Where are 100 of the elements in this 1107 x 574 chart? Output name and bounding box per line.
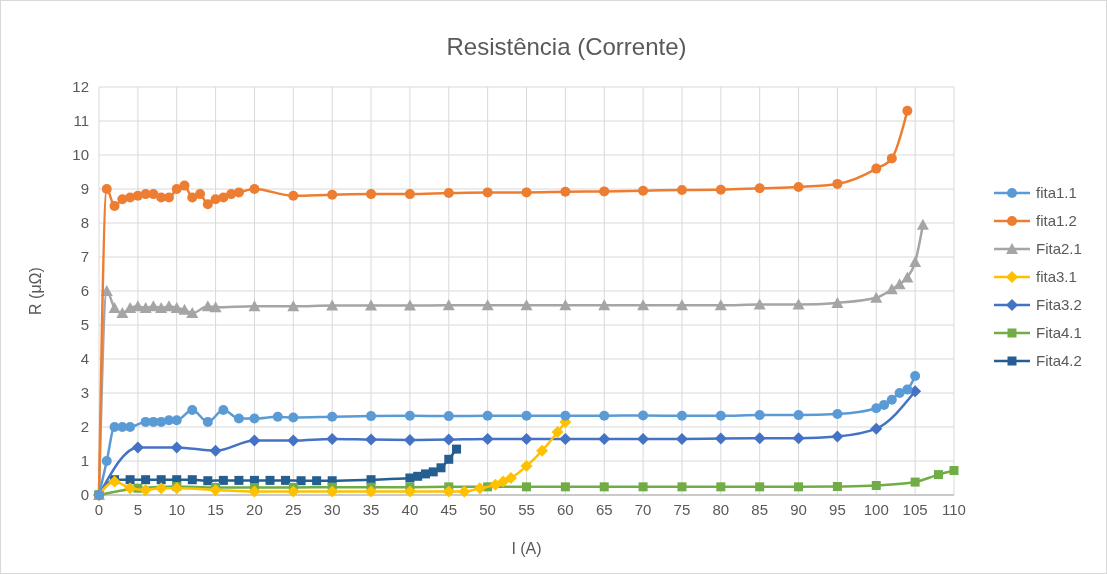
- point: [366, 189, 377, 200]
- legend-label: fita1.2: [1036, 212, 1077, 229]
- point: [497, 475, 510, 488]
- point: [560, 186, 571, 197]
- point: [902, 105, 913, 116]
- point: [139, 483, 152, 496]
- point: [910, 477, 920, 487]
- point: [489, 478, 502, 491]
- point: [148, 189, 159, 200]
- y-tick-label: 3: [80, 384, 89, 401]
- point: [949, 466, 959, 476]
- point: [428, 467, 438, 477]
- point: [265, 475, 275, 485]
- point: [281, 475, 291, 485]
- y-tick-label: 7: [80, 248, 89, 265]
- point: [202, 199, 213, 210]
- y-axis-title: R (μΩ): [27, 267, 44, 315]
- point: [186, 307, 199, 319]
- point: [599, 482, 609, 492]
- point: [218, 475, 228, 485]
- x-tick-label: 35: [362, 501, 380, 518]
- y-tick-label: 5: [80, 316, 89, 333]
- point: [536, 444, 549, 457]
- point: [832, 178, 843, 189]
- x-tick-label: 25: [284, 501, 302, 518]
- x-tick-label: 40: [401, 501, 419, 518]
- point: [405, 473, 415, 483]
- point: [794, 482, 804, 492]
- x-tick-label: 15: [207, 501, 224, 518]
- point: [101, 184, 112, 194]
- y-tick-label: 6: [80, 282, 89, 299]
- point: [638, 185, 649, 196]
- point: [141, 475, 151, 485]
- point: [832, 409, 843, 420]
- point: [125, 475, 135, 485]
- x-tick-label: 105: [902, 501, 928, 518]
- point: [249, 413, 260, 424]
- point: [108, 302, 121, 313]
- point: [753, 298, 766, 310]
- point: [139, 302, 152, 313]
- point: [482, 187, 493, 198]
- point: [560, 482, 570, 492]
- point: [754, 410, 765, 421]
- point: [870, 422, 883, 435]
- point: [326, 485, 339, 498]
- y-tick-label: 4: [80, 350, 89, 367]
- point: [638, 410, 649, 421]
- point: [187, 405, 198, 415]
- point: [871, 480, 881, 490]
- point: [366, 411, 377, 422]
- point: [327, 189, 338, 200]
- point: [195, 189, 206, 200]
- point: [870, 291, 883, 303]
- y-tick-label: 0: [80, 486, 89, 503]
- point: [871, 163, 882, 174]
- point: [520, 432, 533, 445]
- y-tick-label: 1: [80, 452, 89, 469]
- point: [885, 283, 898, 295]
- point: [443, 188, 454, 199]
- point: [520, 299, 533, 311]
- point: [755, 482, 765, 492]
- legend-label: fita1.1: [1036, 184, 1077, 201]
- point: [179, 180, 190, 191]
- point: [171, 415, 182, 426]
- x-tick-label: 0: [94, 501, 104, 518]
- point: [715, 184, 726, 195]
- y-tick-label: 2: [80, 418, 89, 435]
- point: [504, 472, 517, 484]
- y-tick-label: 10: [72, 146, 89, 163]
- x-tick-label: 55: [518, 501, 535, 518]
- point: [248, 434, 261, 447]
- point: [218, 405, 229, 415]
- point: [203, 476, 213, 486]
- point: [879, 399, 890, 410]
- point: [156, 416, 167, 427]
- point: [233, 187, 244, 198]
- point: [125, 422, 136, 432]
- point: [473, 482, 486, 495]
- point: [676, 410, 687, 421]
- point: [910, 371, 921, 381]
- point: [365, 433, 378, 446]
- point: [287, 434, 300, 447]
- x-tick-label: 75: [673, 501, 691, 518]
- point: [288, 412, 299, 423]
- point: [676, 185, 687, 196]
- x-tick-label: 5: [133, 501, 143, 518]
- point: [155, 482, 168, 495]
- point: [677, 482, 687, 492]
- point: [442, 433, 455, 446]
- x-tick-label: 110: [942, 501, 966, 518]
- point: [124, 482, 137, 495]
- point: [458, 485, 471, 498]
- point: [599, 186, 610, 197]
- point: [522, 482, 531, 492]
- x-tick-label: 100: [863, 501, 889, 518]
- point: [248, 485, 261, 498]
- point: [249, 184, 260, 194]
- point: [599, 410, 610, 421]
- point: [187, 192, 198, 203]
- point: [443, 411, 454, 422]
